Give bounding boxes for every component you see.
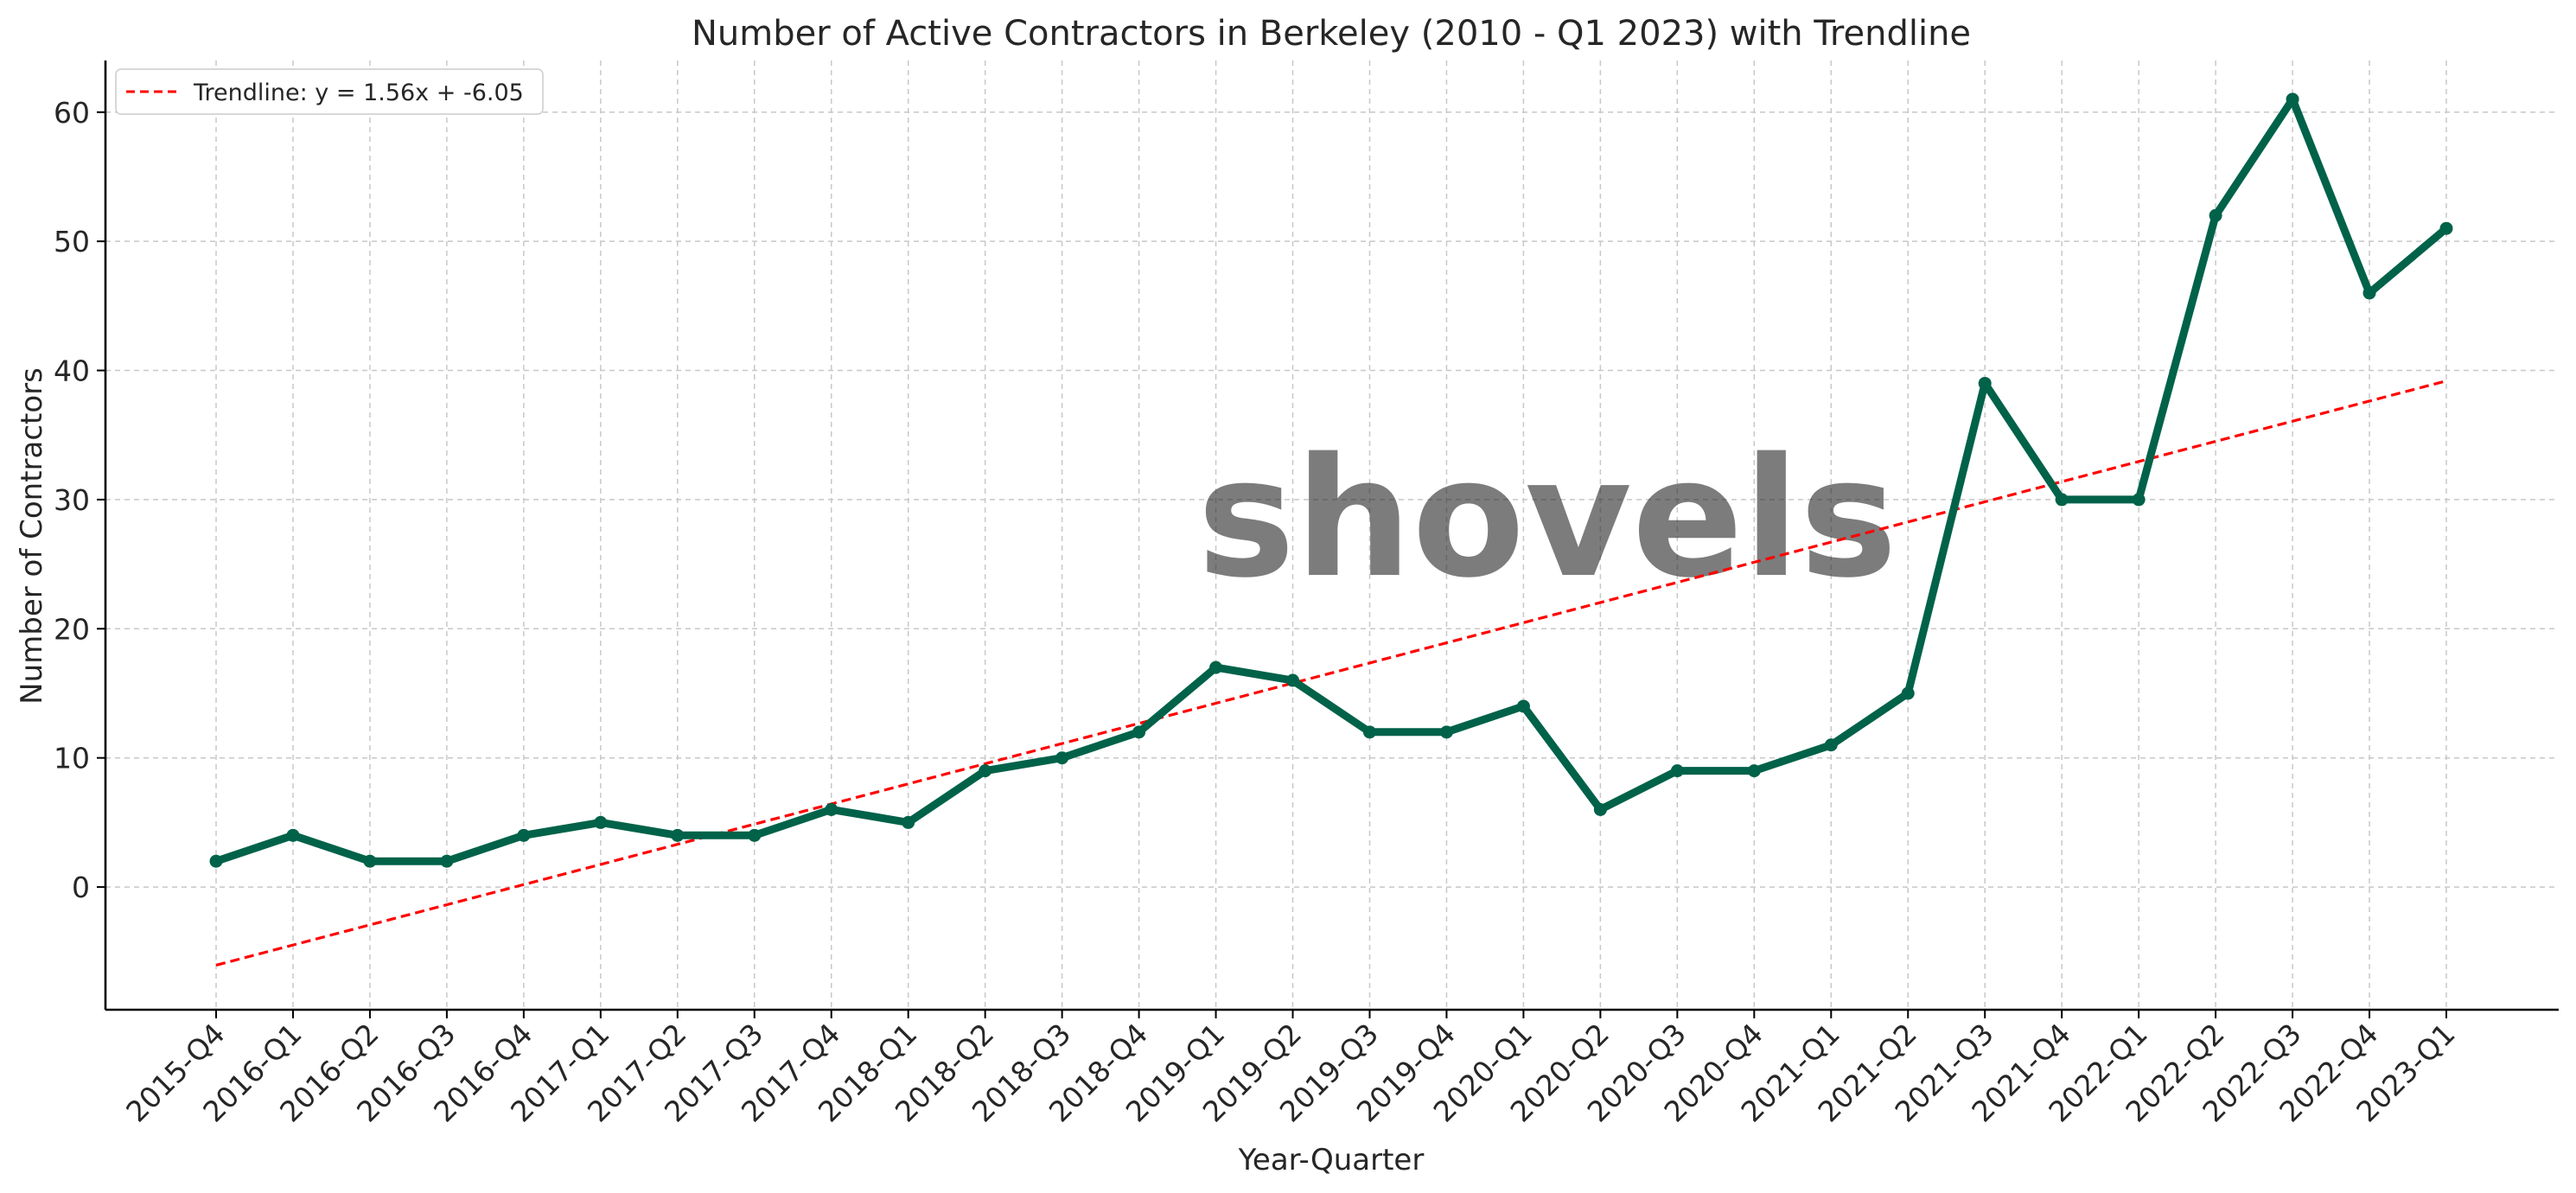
data-point: [1747, 764, 1761, 778]
x-axis-label: Year-Quarter: [1238, 1143, 1425, 1177]
data-point: [1362, 725, 1376, 739]
data-point: [517, 828, 531, 842]
y-axis-label: Number of Contractors: [15, 367, 49, 705]
legend-trendline-label: Trendline: y = 1.56x + -6.05: [193, 80, 524, 106]
y-tick-label: 10: [54, 742, 90, 775]
x-axis-ticks: 2015-Q42016-Q12016-Q22016-Q32016-Q42017-…: [119, 1010, 2462, 1129]
y-tick-label: 20: [54, 612, 90, 646]
y-axis-ticks: 0 10 20 30 40 50 60: [54, 96, 105, 904]
y-tick-label: 50: [54, 225, 90, 258]
data-series: [209, 93, 2453, 868]
data-point: [2439, 221, 2453, 235]
data-point: [440, 854, 454, 868]
data-point: [1055, 751, 1069, 765]
data-point: [1901, 686, 1915, 700]
data-point: [1132, 725, 1146, 739]
data-point: [2286, 93, 2299, 106]
y-tick-label: 0: [72, 871, 90, 904]
data-point: [825, 802, 838, 816]
series-line: [212, 95, 2451, 865]
y-tick-label: 40: [54, 354, 90, 388]
data-point: [363, 854, 377, 868]
legend: Trendline: y = 1.56x + -6.05: [115, 68, 544, 115]
data-point: [1439, 725, 1453, 739]
data-point: [1286, 673, 1300, 687]
data-point: [1824, 738, 1838, 752]
data-point: [902, 815, 915, 829]
data-point: [2132, 493, 2146, 507]
y-tick-label: 30: [54, 483, 90, 517]
data-point: [1978, 376, 1992, 390]
data-point: [748, 828, 762, 842]
trendline: [215, 380, 2447, 967]
data-point: [594, 815, 608, 829]
data-point: [286, 828, 300, 842]
data-point: [2362, 286, 2376, 300]
data-point: [979, 764, 992, 778]
data-point: [2055, 493, 2069, 507]
data-point: [209, 854, 223, 868]
gridlines: [105, 61, 2559, 1010]
data-point: [1670, 764, 1684, 778]
data-point: [1516, 699, 1530, 713]
chart-title: Number of Active Contractors in Berkeley…: [692, 14, 1971, 54]
y-tick-label: 60: [54, 96, 90, 130]
trendline-line: [215, 380, 2447, 967]
data-point: [1593, 802, 1607, 816]
data-point: [2209, 208, 2222, 222]
data-point: [1209, 660, 1223, 674]
shovels-watermark-logo: shovels: [1197, 423, 1897, 614]
data-point: [671, 828, 685, 842]
legend-box: [115, 68, 544, 115]
